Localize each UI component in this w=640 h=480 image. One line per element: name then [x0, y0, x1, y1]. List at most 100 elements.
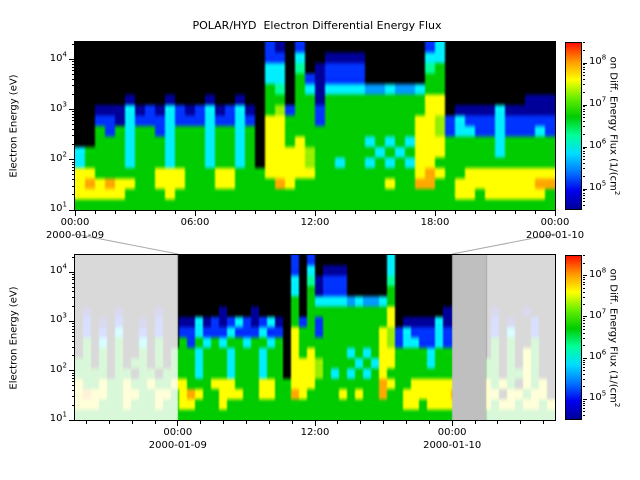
colorbar-minor-tick	[583, 133, 585, 135]
colorbar-minor-tick	[583, 291, 585, 293]
y-axis-label-bottom: Electron Energy (eV)	[8, 286, 20, 390]
colorbar-minor-tick	[583, 69, 585, 70]
colorbar-minor-tick	[583, 150, 585, 152]
x-date-label: 2000-01-10	[525, 230, 585, 241]
y-tick-mark	[69, 109, 75, 111]
x-minor-tick	[131, 421, 133, 424]
y-minor-tick	[72, 129, 75, 131]
colorbar-tick-label: 107	[589, 307, 607, 321]
x-tick-mark	[434, 211, 436, 216]
y-tick-label: 104	[49, 262, 67, 277]
x-tick-mark	[554, 211, 556, 216]
x-minor-tick	[383, 421, 385, 424]
colorbar-label-top: on Diff. Energy Flux (1/(cm2	[607, 56, 621, 196]
colorbar-tick-mark	[583, 357, 587, 359]
x-minor-tick	[174, 211, 176, 214]
y-minor-tick	[72, 331, 75, 333]
x-tick-mark	[314, 421, 316, 426]
colorbar-minor-tick	[583, 49, 585, 51]
y-minor-tick	[72, 372, 75, 374]
colorbar-minor-tick	[583, 195, 585, 196]
y-minor-tick	[72, 286, 75, 288]
colorbar-minor-tick	[583, 279, 585, 281]
x-date-label: 2000-01-10	[423, 440, 482, 451]
colorbar-minor-tick	[583, 205, 585, 207]
colorbar-minor-tick	[583, 408, 585, 410]
y-tick-mark	[69, 370, 75, 372]
x-minor-tick	[334, 211, 336, 214]
y-minor-tick	[72, 94, 75, 96]
y-minor-tick	[72, 340, 75, 342]
y-minor-tick	[72, 323, 75, 325]
x-minor-tick	[154, 421, 156, 424]
colorbar-tick-mark	[583, 104, 587, 106]
x-tick-label: 06:00	[180, 217, 210, 228]
x-minor-tick	[534, 211, 536, 214]
colorbar-minor-tick	[583, 332, 585, 334]
colorbar-minor-tick	[583, 121, 585, 123]
colorbar-minor-tick	[583, 91, 585, 93]
colorbar-minor-tick	[583, 318, 585, 320]
colorbar-tick-mark	[583, 188, 587, 190]
x-tick-label: 00:00	[60, 217, 90, 228]
colorbar-minor-tick	[583, 411, 585, 413]
x-minor-tick	[354, 211, 356, 214]
colorbar-minor-tick	[583, 345, 585, 347]
colorbar-minor-tick	[583, 287, 585, 289]
colorbar-minor-tick	[583, 108, 585, 110]
y-tick-label: 101	[49, 410, 67, 424]
y-minor-tick	[72, 63, 75, 65]
colorbar-tick-mark	[583, 275, 587, 277]
x-minor-tick	[85, 421, 87, 424]
colorbar-tick-label: 106	[589, 137, 607, 151]
colorbar-minor-tick	[583, 84, 585, 86]
colorbar-minor-tick	[583, 337, 585, 339]
colorbar-minor-tick	[583, 155, 585, 157]
y-minor-tick	[72, 377, 75, 379]
y-minor-tick	[72, 70, 75, 72]
y-minor-tick	[72, 85, 75, 87]
colorbar-minor-tick	[583, 168, 585, 170]
colorbar-minor-tick	[583, 113, 585, 115]
colorbar-minor-tick	[583, 281, 585, 283]
y-minor-tick	[72, 297, 75, 299]
colorbar-minor-tick	[583, 175, 585, 177]
colorbar-minor-tick	[583, 405, 585, 407]
colorbar-minor-tick	[583, 66, 585, 68]
x-tick-label: 12:00	[300, 427, 330, 438]
y-minor-tick	[72, 116, 75, 118]
colorbar-minor-tick	[583, 325, 585, 327]
y-tick-label: 101	[49, 200, 67, 214]
colorbar-minor-tick	[583, 71, 585, 73]
colorbar-minor-tick	[583, 296, 585, 298]
x-minor-tick	[428, 421, 430, 424]
x-minor-tick	[94, 211, 96, 214]
colorbar-tick-mark	[583, 398, 587, 400]
y-tick-mark	[69, 209, 75, 211]
colorbar-minor-tick	[583, 153, 585, 154]
colorbar-tick-label: 107	[589, 95, 607, 109]
y-minor-tick	[72, 43, 75, 45]
colorbar-minor-tick	[583, 106, 585, 108]
x-date-label: 2000-01-09	[45, 230, 105, 241]
x-tick-mark	[451, 421, 453, 426]
y-minor-tick	[72, 164, 75, 166]
x-minor-tick	[337, 421, 339, 424]
x-minor-tick	[223, 421, 225, 424]
x-minor-tick	[514, 211, 516, 214]
y-tick-label: 102	[49, 150, 67, 164]
colorbar-minor-tick	[583, 126, 585, 128]
y-minor-tick	[72, 135, 75, 137]
x-minor-tick	[268, 421, 270, 424]
colorbar-minor-tick	[583, 303, 585, 305]
y-minor-tick	[72, 120, 75, 122]
y-minor-tick	[72, 396, 75, 397]
y-minor-tick	[72, 355, 75, 357]
colorbar-minor-tick	[583, 400, 585, 402]
x-tick-label: 18:00	[420, 217, 450, 228]
colorbar-minor-tick	[583, 328, 585, 330]
y-minor-tick	[72, 256, 75, 258]
colorbar-minor-tick	[583, 201, 585, 203]
x-minor-tick	[474, 421, 476, 424]
